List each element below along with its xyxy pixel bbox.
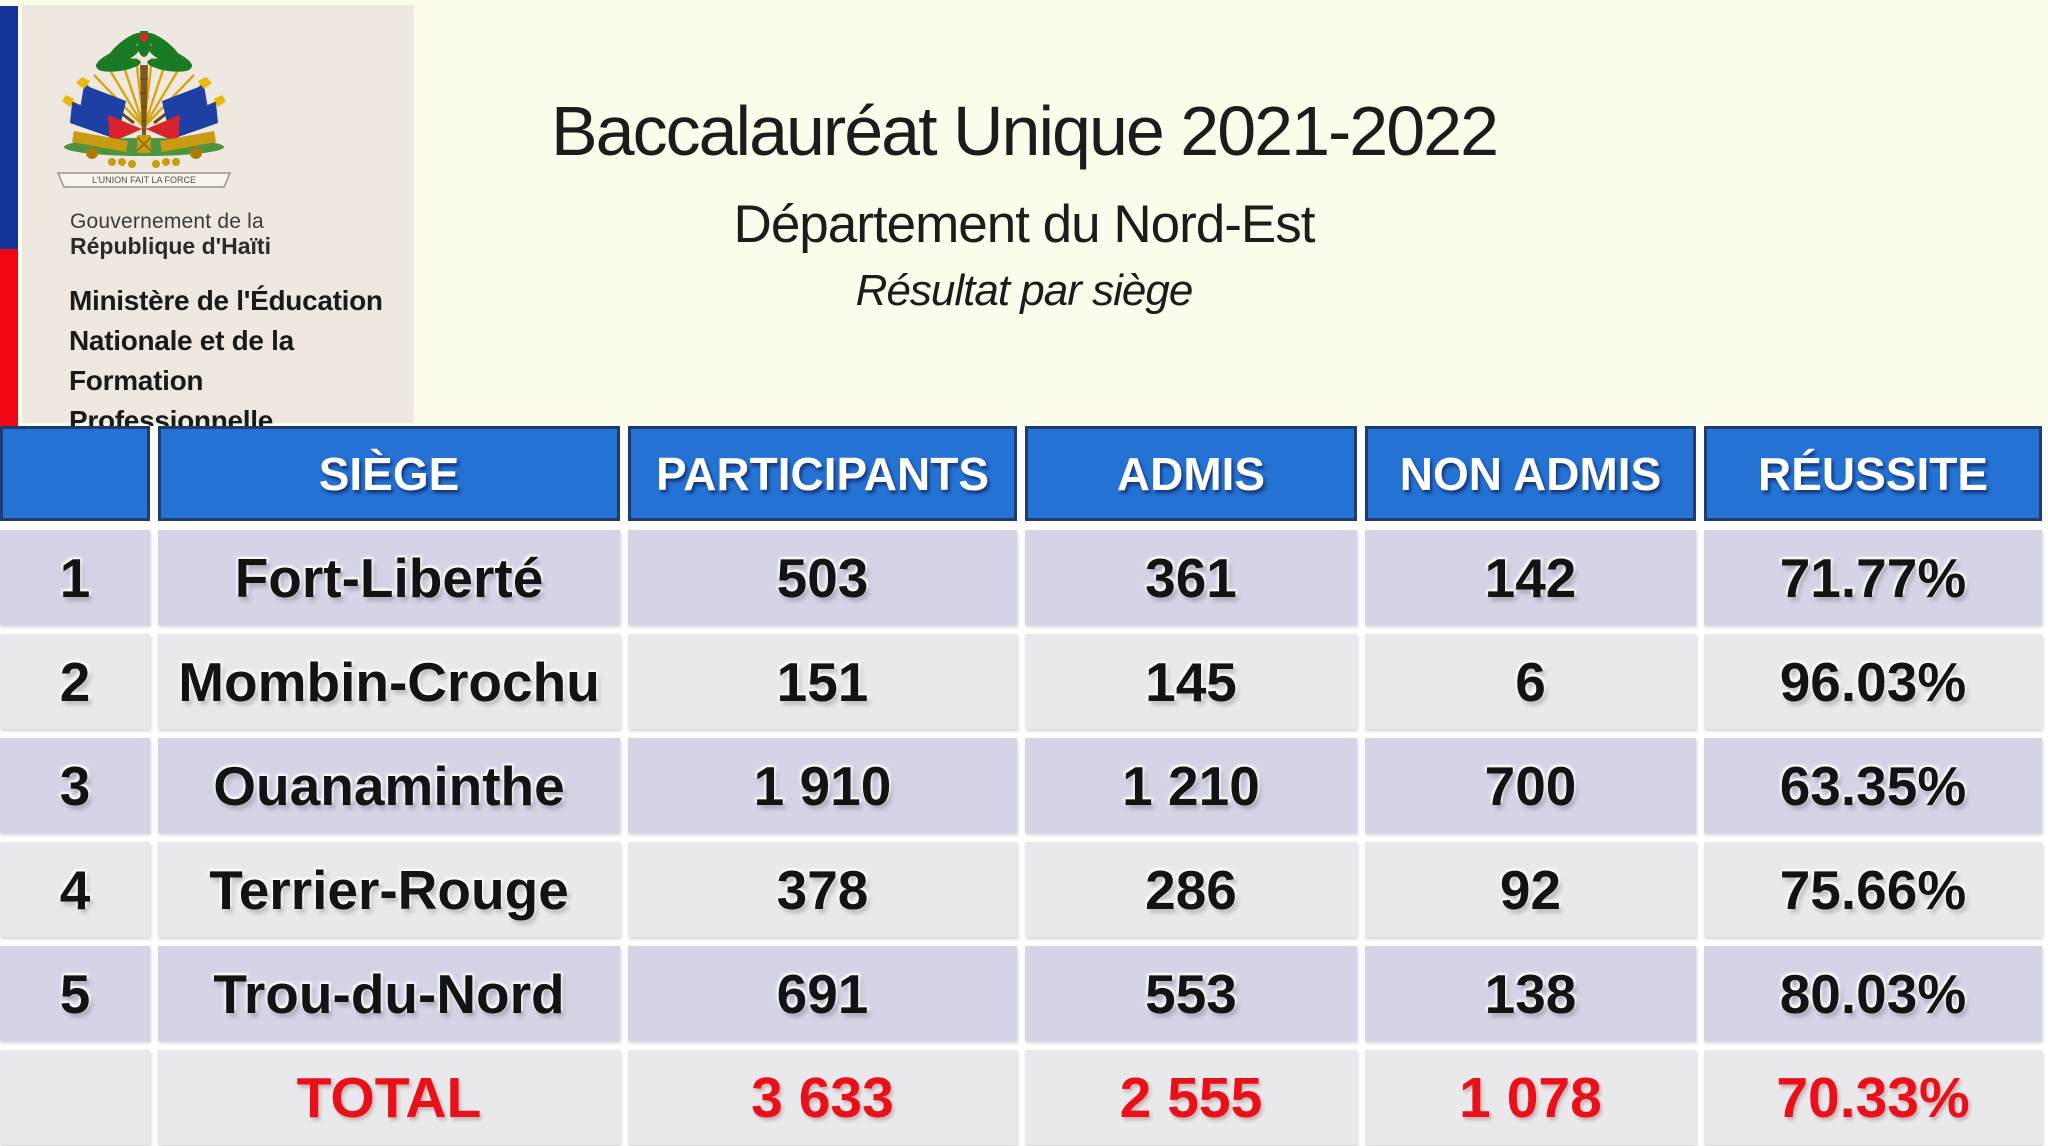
results-table: SIÈGE PARTICIPANTS ADMIS NON ADMIS RÉUSS… — [0, 426, 2048, 1145]
government-label-line2: République d'Haïti — [70, 233, 271, 259]
flag-red-segment — [0, 249, 18, 426]
cell-siege: Mombin-Crochu — [158, 634, 620, 729]
cell-reussite: 75.66% — [1704, 842, 2042, 937]
cell-admis: 361 — [1025, 530, 1357, 625]
header-cell-siege: SIÈGE — [158, 426, 620, 521]
cell-non-admis: 92 — [1365, 842, 1696, 937]
cell-siege: Terrier-Rouge — [158, 842, 620, 937]
cell-reussite: 96.03% — [1704, 634, 2042, 729]
cell-participants: 691 — [628, 946, 1017, 1041]
cell-admis: 145 — [1025, 634, 1357, 729]
haiti-flag-bar — [0, 6, 18, 426]
cell-non-admis: 700 — [1365, 738, 1696, 833]
haiti-coat-of-arms-icon: L'UNION FAIT LA FORCE — [56, 31, 232, 188]
government-label-line1: Gouvernement de la — [70, 210, 264, 233]
row-index: 3 — [0, 738, 150, 833]
cell-admis: 553 — [1025, 946, 1357, 1041]
cell-reussite: 80.03% — [1704, 946, 2042, 1041]
total-row-index-cell — [0, 1050, 150, 1145]
header-cell-reussite: RÉUSSITE — [1704, 426, 2042, 521]
header-band: L'UNION FAIT LA FORCE Gouvernement de la… — [0, 0, 2048, 436]
header-cell-non-admis: NON ADMIS — [1365, 426, 1696, 521]
row-index: 5 — [0, 946, 150, 1041]
header-cell-participants: PARTICIPANTS — [628, 426, 1017, 521]
cell-admis: 1 210 — [1025, 738, 1357, 833]
ministry-name-line1: Ministère de l'Éducation — [69, 285, 383, 316]
row-index: 2 — [0, 634, 150, 729]
cell-admis: 286 — [1025, 842, 1357, 937]
cell-siege: Fort-Liberté — [158, 530, 620, 625]
cell-non-admis: 142 — [1365, 530, 1696, 625]
cell-siege: Trou-du-Nord — [158, 946, 620, 1041]
subtitle-department: Département du Nord-Est — [733, 195, 1316, 254]
cell-participants: 503 — [628, 530, 1017, 625]
cell-participants: 1 910 — [628, 738, 1017, 833]
row-index: 4 — [0, 842, 150, 937]
cell-participants: 378 — [628, 842, 1017, 937]
header-cell-admis: ADMIS — [1025, 426, 1357, 521]
total-participants: 3 633 — [628, 1050, 1017, 1145]
flag-blue-segment — [0, 6, 18, 249]
subtitle-result-type: Résultat par siège — [855, 266, 1194, 315]
total-admis: 2 555 — [1025, 1050, 1357, 1145]
header-cell-index — [0, 426, 150, 521]
main-title: Baccalauréat Unique 2021-2022 — [550, 92, 1499, 170]
ministry-name-line2: Nationale et de la — [69, 325, 294, 356]
total-label: TOTAL — [158, 1050, 620, 1145]
cell-reussite: 71.77% — [1704, 530, 2042, 625]
row-index: 1 — [0, 530, 150, 625]
ribbon-motto-text: L'UNION FAIT LA FORCE — [92, 175, 196, 185]
cell-non-admis: 6 — [1365, 634, 1696, 729]
title-block: Baccalauréat Unique 2021-2022 Départemen… — [0, 96, 2048, 313]
total-non-admis: 1 078 — [1365, 1050, 1696, 1145]
cell-reussite: 63.35% — [1704, 738, 2042, 833]
cell-non-admis: 138 — [1365, 946, 1696, 1041]
cell-siege: Ouanaminthe — [158, 738, 620, 833]
cell-participants: 151 — [628, 634, 1017, 729]
total-reussite: 70.33% — [1704, 1050, 2042, 1145]
